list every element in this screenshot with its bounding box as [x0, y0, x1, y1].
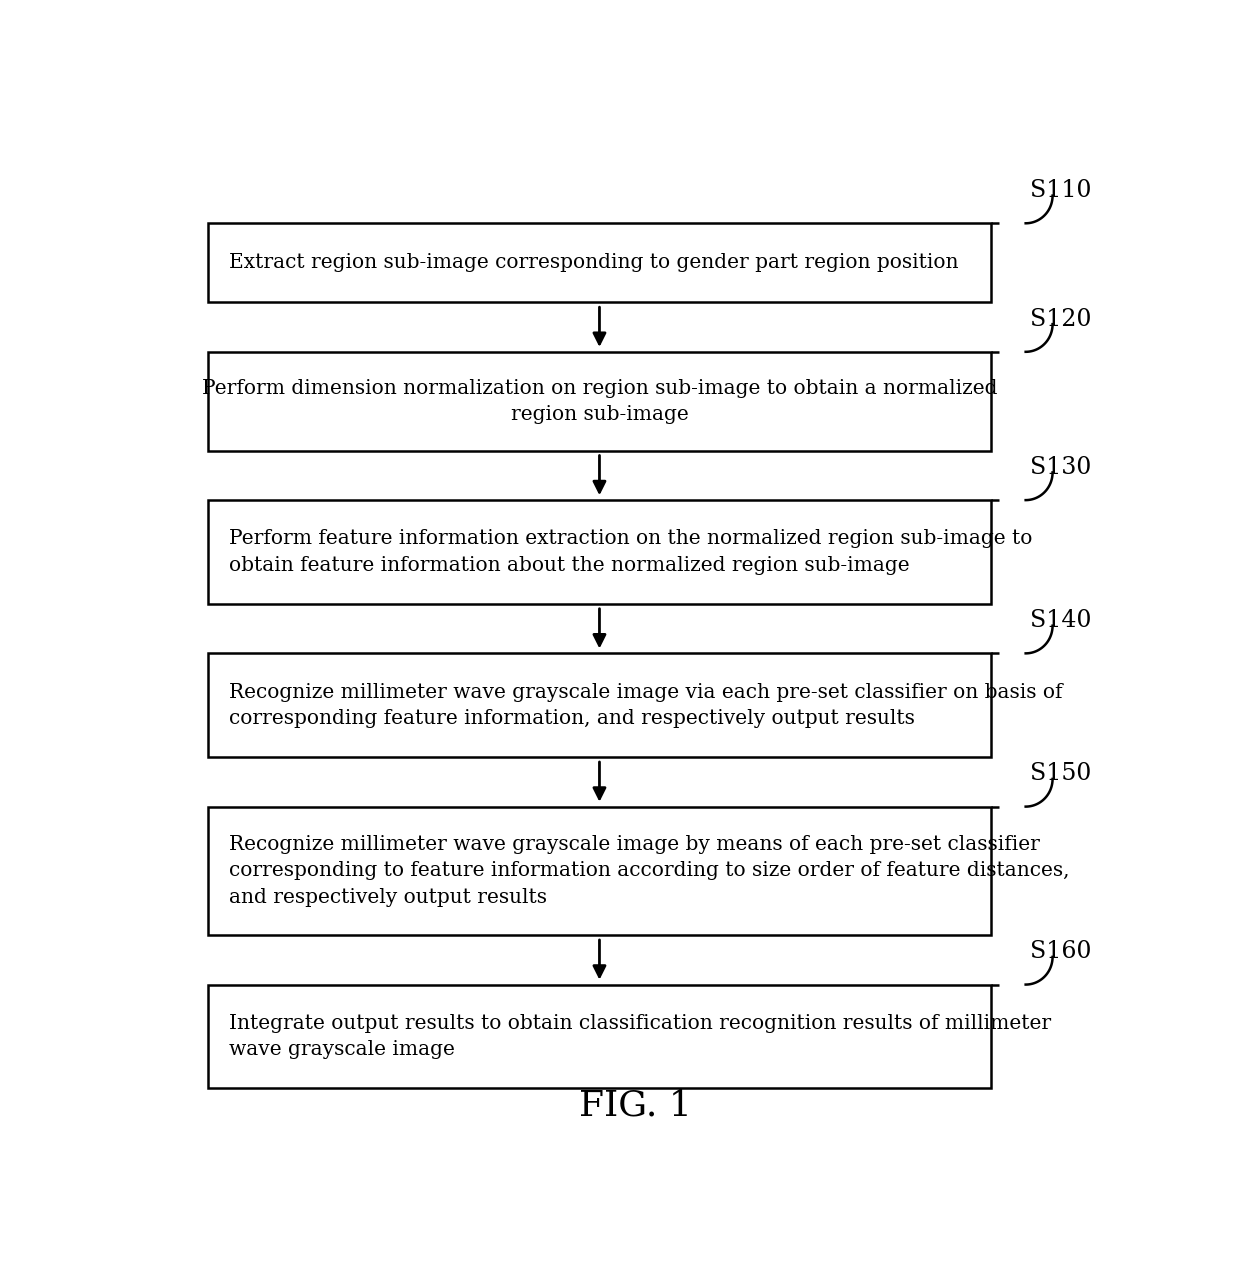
Text: Integrate output results to obtain classification recognition results of millime: Integrate output results to obtain class… — [229, 1014, 1052, 1059]
FancyBboxPatch shape — [208, 499, 991, 603]
Text: S160: S160 — [1030, 940, 1092, 963]
Text: Extract region sub-image corresponding to gender part region position: Extract region sub-image corresponding t… — [229, 253, 959, 272]
FancyBboxPatch shape — [208, 806, 991, 935]
Text: S130: S130 — [1030, 456, 1092, 479]
Text: S150: S150 — [1030, 763, 1092, 786]
Text: Recognize millimeter wave grayscale image by means of each pre-set classifier
co: Recognize millimeter wave grayscale imag… — [229, 835, 1069, 907]
FancyBboxPatch shape — [208, 985, 991, 1089]
FancyBboxPatch shape — [208, 223, 991, 302]
Text: Perform feature information extraction on the normalized region sub-image to
obt: Perform feature information extraction o… — [229, 529, 1033, 575]
Text: Recognize millimeter wave grayscale image via each pre-set classifier on basis o: Recognize millimeter wave grayscale imag… — [229, 683, 1063, 728]
FancyBboxPatch shape — [208, 352, 991, 451]
Text: S140: S140 — [1030, 609, 1092, 632]
FancyBboxPatch shape — [208, 654, 991, 758]
Text: Perform dimension normalization on region sub-image to obtain a normalized
regio: Perform dimension normalization on regio… — [202, 379, 997, 424]
Text: S120: S120 — [1030, 308, 1092, 331]
Text: S110: S110 — [1030, 180, 1092, 202]
Text: FIG. 1: FIG. 1 — [579, 1089, 692, 1124]
